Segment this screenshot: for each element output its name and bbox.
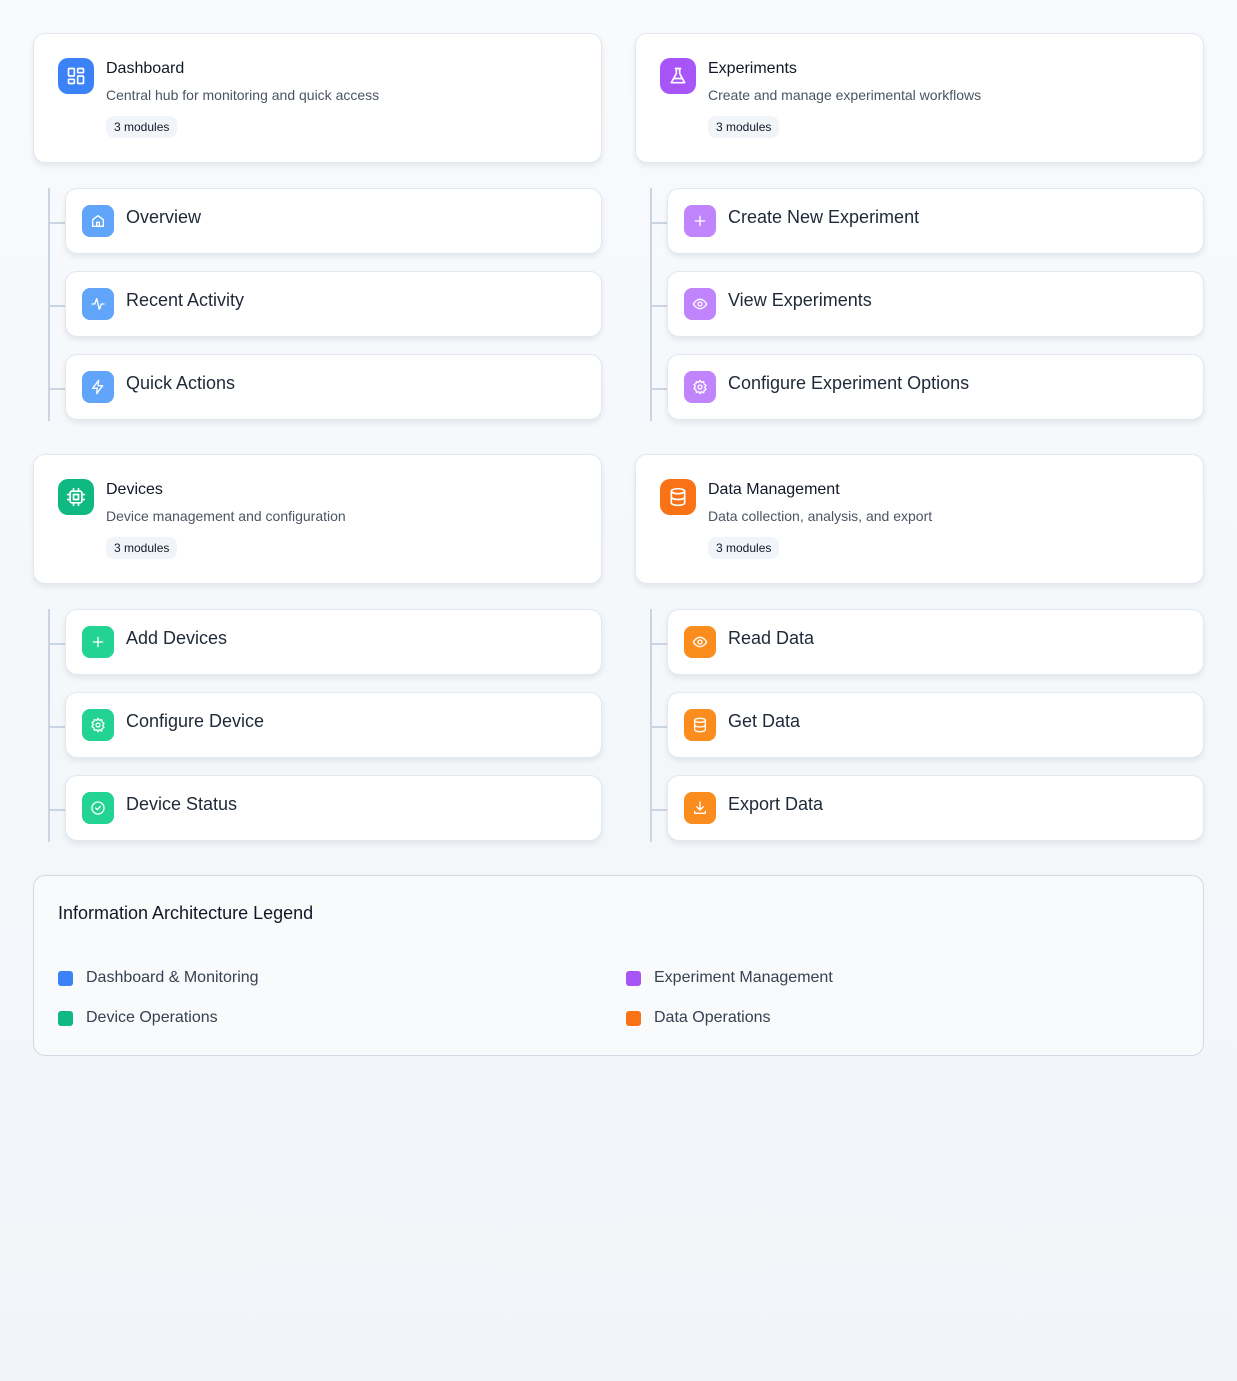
legend-item: Data Operations (626, 1009, 771, 1027)
check-circle-icon (82, 792, 114, 824)
legend-label: Experiment Management (654, 969, 833, 986)
legend-item: Experiment Management (626, 969, 833, 987)
tree-branch (48, 643, 65, 645)
module-item[interactable]: Add Devices (65, 609, 602, 675)
tree-connector-line (48, 188, 50, 421)
module-label: Add Devices (126, 628, 228, 648)
module-label: Export Data (728, 794, 824, 814)
legend-title: Information Architecture Legend (58, 903, 314, 923)
tree-branch (650, 388, 667, 390)
eye-icon (684, 288, 716, 320)
category-card[interactable]: Dashboard Central hub for monitoring and… (33, 33, 602, 163)
tree-branch (48, 388, 65, 390)
module-count-badge: 3 modules (708, 537, 780, 559)
module-count-badge: 3 modules (106, 116, 178, 138)
category-description: Central hub for monitoring and quick acc… (106, 87, 380, 103)
category-card[interactable]: Experiments Create and manage experiment… (635, 33, 1204, 163)
module-item[interactable]: View Experiments (667, 271, 1204, 337)
module-label: Create New Experiment (728, 207, 920, 227)
tree-branch (48, 222, 65, 224)
module-label: Read Data (728, 628, 815, 648)
cpu-icon (58, 479, 94, 515)
gear-icon (82, 709, 114, 741)
module-label: Configure Device (126, 711, 265, 731)
tree-branch (650, 305, 667, 307)
category-card[interactable]: Devices Device management and configurat… (33, 454, 602, 584)
database-icon (684, 709, 716, 741)
activity-icon (82, 288, 114, 320)
tree-branch (650, 809, 667, 811)
module-count-badge: 3 modules (708, 116, 780, 138)
legend-label: Data Operations (654, 1009, 771, 1026)
category-description: Device management and configuration (106, 508, 346, 524)
category-description: Data collection, analysis, and export (708, 508, 933, 524)
module-item[interactable]: Create New Experiment (667, 188, 1204, 254)
tree-connector-line (650, 609, 652, 842)
tree-connector-line (48, 609, 50, 842)
legend-panel: Information Architecture Legend Dashboar… (33, 875, 1204, 1056)
module-item[interactable]: Export Data (667, 775, 1204, 841)
module-item[interactable]: Device Status (65, 775, 602, 841)
tree-branch (650, 222, 667, 224)
plus-icon (82, 626, 114, 658)
eye-icon (684, 626, 716, 658)
module-label: Overview (126, 207, 202, 227)
tree-connector-line (650, 188, 652, 421)
module-item[interactable]: Configure Device (65, 692, 602, 758)
database-icon (660, 479, 696, 515)
legend-label: Dashboard & Monitoring (86, 969, 259, 986)
module-count-badge: 3 modules (106, 537, 178, 559)
legend-swatch (58, 1010, 73, 1026)
module-label: View Experiments (728, 290, 872, 310)
module-label: Configure Experiment Options (728, 373, 970, 393)
category-title: Experiments (708, 60, 797, 77)
flask-icon (660, 58, 696, 94)
tree-branch (650, 643, 667, 645)
legend-swatch (626, 970, 641, 986)
category-title: Dashboard (106, 60, 185, 77)
module-item[interactable]: Read Data (667, 609, 1204, 675)
module-item[interactable]: Get Data (667, 692, 1204, 758)
legend-swatch (626, 1010, 641, 1026)
zap-icon (82, 371, 114, 403)
download-icon (684, 792, 716, 824)
module-item[interactable]: Quick Actions (65, 354, 602, 420)
module-label: Get Data (728, 711, 801, 731)
legend-item: Device Operations (58, 1009, 218, 1027)
legend-item: Dashboard & Monitoring (58, 969, 259, 987)
category-card[interactable]: Data Management Data collection, analysi… (635, 454, 1204, 584)
category-description: Create and manage experimental workflows (708, 87, 982, 103)
category-title: Data Management (708, 481, 840, 498)
legend-label: Device Operations (86, 1009, 218, 1026)
tree-branch (650, 726, 667, 728)
plus-icon (684, 205, 716, 237)
module-label: Quick Actions (126, 373, 236, 393)
gear-icon (684, 371, 716, 403)
legend-swatch (58, 970, 73, 986)
module-item[interactable]: Overview (65, 188, 602, 254)
layout-grid-icon (58, 58, 94, 94)
tree-branch (48, 726, 65, 728)
category-title: Devices (106, 481, 163, 498)
tree-branch (48, 809, 65, 811)
tree-branch (48, 305, 65, 307)
module-item[interactable]: Configure Experiment Options (667, 354, 1204, 420)
module-label: Device Status (126, 794, 238, 814)
home-icon (82, 205, 114, 237)
module-label: Recent Activity (126, 290, 245, 310)
module-item[interactable]: Recent Activity (65, 271, 602, 337)
